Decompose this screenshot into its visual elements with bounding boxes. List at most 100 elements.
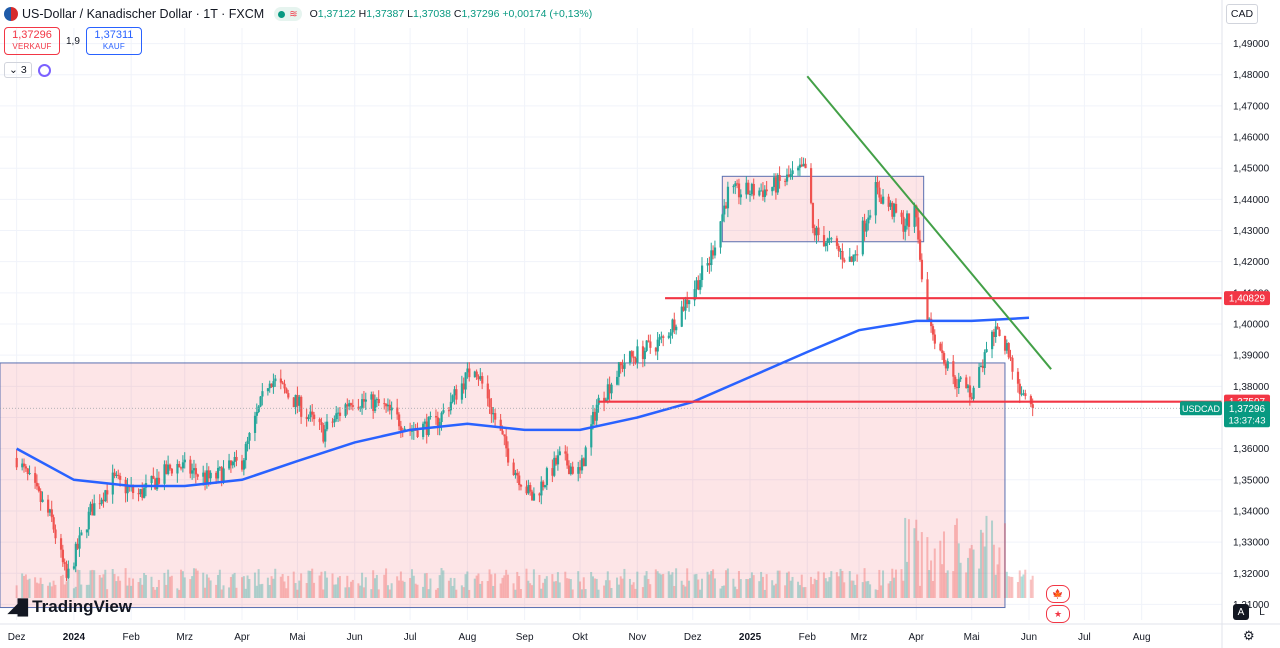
candle-body — [383, 403, 386, 405]
volume-bar — [1031, 575, 1034, 598]
volume-bar — [423, 573, 426, 598]
candle-body — [294, 394, 297, 408]
candle-body — [645, 340, 648, 351]
candle-body — [388, 404, 391, 411]
candle-body — [863, 220, 866, 232]
volume-bars — [15, 515, 1034, 598]
buy-button[interactable]: 1,37311 KAUF — [85, 27, 142, 55]
candle-body — [205, 470, 209, 483]
volume-bar — [1011, 576, 1014, 598]
candle-body — [628, 351, 632, 363]
spread-value: 1,9 — [66, 35, 80, 47]
volume-bar — [422, 586, 425, 598]
volume-bar — [412, 575, 415, 598]
indicator-settings-icon[interactable] — [37, 63, 51, 77]
volume-bar — [800, 574, 803, 598]
symbol-title[interactable]: US-Dollar / Kanadischer Dollar · 1T · FX… — [22, 7, 265, 21]
volume-bar — [499, 583, 502, 598]
candle-body — [1011, 357, 1014, 372]
x-tick-label: Jun — [347, 632, 363, 643]
volume-bar — [983, 546, 986, 598]
volume-bar — [181, 571, 184, 598]
volume-bar — [229, 576, 232, 598]
canada-event-flag-icon[interactable]: 🍁 — [1046, 585, 1070, 603]
volume-bar — [137, 582, 140, 598]
volume-bar — [477, 573, 480, 598]
volume-bar — [403, 581, 406, 598]
candle-body — [874, 182, 877, 216]
volume-bar — [671, 572, 674, 598]
candle-body — [785, 174, 789, 182]
candle-body — [285, 388, 288, 394]
volume-bar — [63, 584, 66, 598]
volume-bar — [952, 571, 955, 598]
sell-button[interactable]: 1,37296 VERKAUF — [4, 27, 60, 55]
candle-body — [758, 190, 761, 196]
time-axis: Dez 2024 Feb Mrz Apr Mai Jun Jul Aug Sep Okt Nov Dez… — [0, 623, 1280, 643]
volume-bar — [37, 583, 40, 598]
candle-body — [920, 259, 924, 280]
candle-body — [1007, 343, 1010, 358]
volume-bar — [763, 589, 766, 598]
volume-bar — [968, 548, 971, 598]
volume-bar — [475, 575, 478, 598]
candle-body — [931, 326, 935, 335]
volume-bar — [362, 587, 365, 598]
x-tick-label: Mai — [964, 632, 980, 643]
candle-body — [48, 509, 52, 513]
candle-body — [398, 414, 401, 427]
volume-bar — [143, 572, 146, 598]
gear-icon[interactable]: ⚙ — [1243, 628, 1255, 643]
volume-bar — [904, 517, 907, 598]
candle-body — [979, 365, 983, 368]
candle-body — [361, 399, 364, 408]
candle-body — [449, 401, 452, 411]
currency-button[interactable]: CAD — [1226, 4, 1258, 24]
candle-body — [854, 254, 857, 256]
volume-bar — [697, 579, 700, 598]
volume-bar — [150, 576, 153, 598]
candle-body — [902, 216, 905, 232]
candle-body — [915, 205, 918, 218]
volume-bar — [708, 574, 711, 598]
tradingview-logo[interactable]: ◢█ TradingView — [8, 597, 132, 617]
candle-body — [516, 472, 519, 476]
volume-bar — [798, 585, 801, 598]
candle-body — [298, 396, 301, 406]
indicators-toggle[interactable]: ⌄ 3 — [4, 62, 32, 78]
candle-body — [518, 475, 521, 486]
candle-body — [126, 486, 129, 494]
candle-body — [527, 485, 530, 494]
candle-body — [65, 563, 68, 578]
volume-bar — [333, 584, 336, 598]
candle-body — [579, 467, 582, 471]
chevron-down-icon: ⌄ — [9, 64, 18, 76]
candle-body — [555, 457, 558, 465]
volume-bar — [331, 573, 334, 598]
volume-bar — [876, 589, 879, 598]
auto-scale-button[interactable]: A — [1233, 604, 1249, 620]
candle-body — [503, 434, 506, 437]
volume-bar — [595, 578, 598, 598]
us-event-flag-icon[interactable]: ★ — [1046, 605, 1070, 623]
volume-bar — [386, 585, 389, 598]
volume-bar — [822, 572, 825, 598]
candle-body — [429, 416, 432, 418]
candle-body — [80, 532, 83, 536]
volume-bar — [141, 584, 144, 598]
candle-body — [673, 319, 676, 331]
candle-body — [606, 384, 609, 400]
volume-bar — [649, 584, 652, 598]
volume-bar — [880, 585, 883, 598]
market-status-pill[interactable]: ≋ — [274, 7, 302, 21]
volume-bar — [1024, 569, 1027, 598]
volume-bar — [579, 581, 582, 598]
volume-bar — [215, 584, 218, 598]
volume-bar — [632, 582, 635, 598]
x-tick-label: Feb — [123, 632, 141, 643]
volume-bar — [115, 581, 118, 598]
volume-bar — [791, 576, 794, 598]
log-scale-button[interactable]: L — [1259, 606, 1265, 618]
